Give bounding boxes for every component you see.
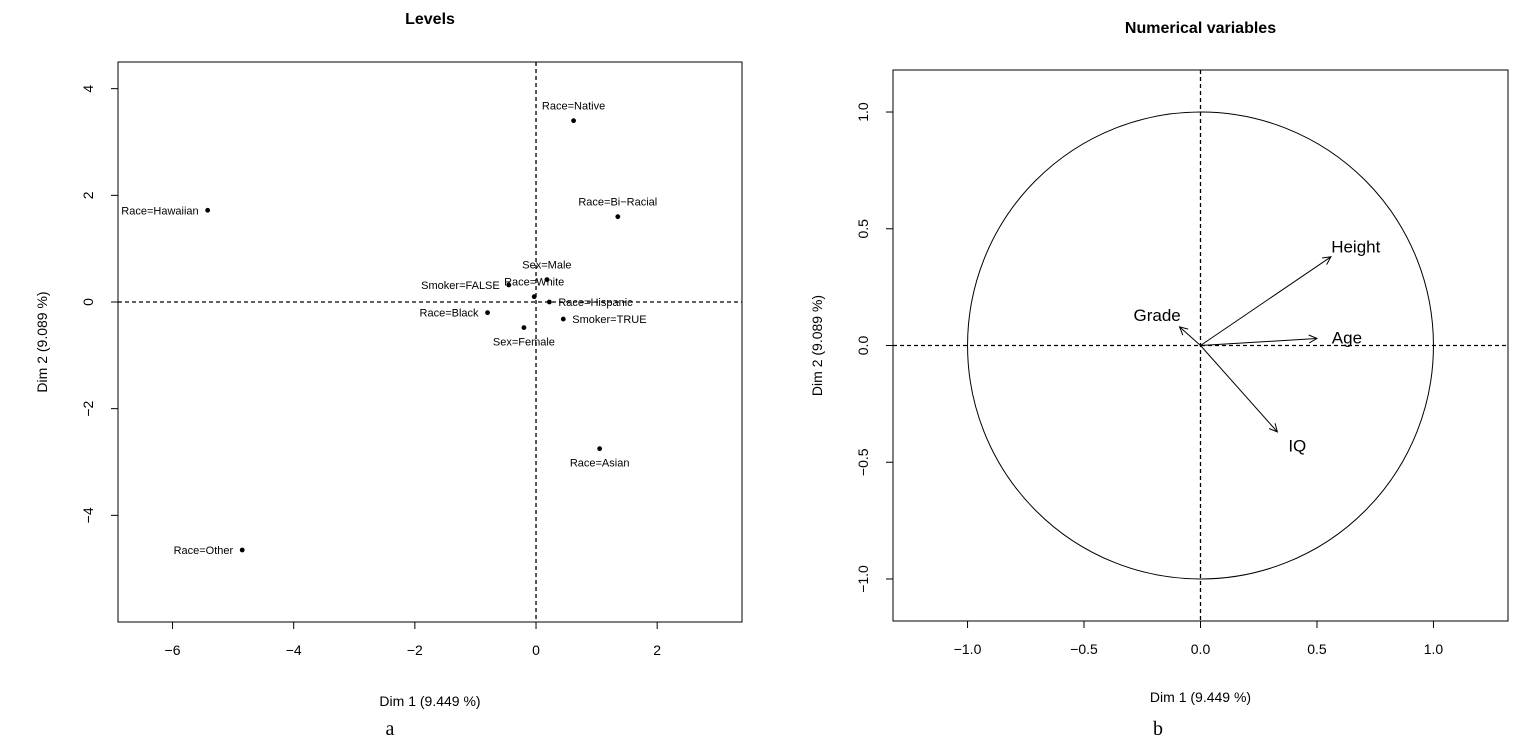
point-label: Race=Bi−Racial [578, 197, 657, 209]
point-label: Sex=Female [493, 337, 555, 349]
variable-arrow [1180, 327, 1201, 346]
x-tick-label: 0 [532, 642, 540, 658]
x-tick-label: −6 [165, 642, 181, 658]
variable-label: Height [1331, 238, 1380, 257]
x-tick-label: −2 [407, 642, 423, 658]
chart-panel-a: Levels −6 −4 −2 0 2 −4 −2 0 2 4 Dim 1 (9.449 %) Dim … [34, 11, 743, 740]
point-label: Smoker=FALSE [421, 280, 500, 292]
variable-arrow [1200, 257, 1331, 346]
variable-arrow [1200, 338, 1317, 346]
data-point [546, 299, 552, 305]
data-point [560, 316, 566, 322]
panel-letter: b [1153, 718, 1163, 740]
point-label: Smoker=TRUE [572, 314, 646, 326]
x-tick-label: 2 [653, 642, 661, 658]
data-point [597, 446, 603, 452]
point-label: Sex=Male [522, 260, 571, 272]
x-tick-label: −1.0 [954, 641, 982, 657]
data-point [615, 214, 621, 220]
y-tick-label: −2 [80, 400, 96, 416]
y-tick-label: 0 [80, 298, 96, 306]
x-tick-label: −4 [286, 642, 302, 658]
point-label: Race=Native [542, 101, 605, 113]
data-point [544, 277, 550, 282]
point-label: Race=Hispanic [558, 297, 633, 309]
y-axis-label: Dim 2 (9.089 %) [34, 291, 50, 392]
x-axis-label: Dim 1 (9.449 %) [379, 693, 480, 709]
y-tick-label: 0.5 [855, 219, 871, 239]
variable-label: Age [1332, 328, 1362, 347]
point-label: Race=Hawaiian [121, 205, 198, 217]
panel-letter: a [386, 718, 395, 740]
data-point [571, 118, 576, 124]
y-tick-label: 1.0 [855, 102, 871, 122]
chart-title: Numerical variables [1125, 20, 1276, 37]
point-label: Race=Other [174, 545, 234, 557]
y-tick-label: 2 [80, 191, 96, 199]
variable-label: Grade [1134, 306, 1181, 325]
data-point [531, 294, 537, 300]
y-axis-label: Dim 2 (9.089 %) [809, 295, 825, 396]
x-tick-label: 0.0 [1191, 641, 1211, 657]
point-label: Race=White [504, 277, 564, 289]
x-axis-label: Dim 1 (9.449 %) [1150, 689, 1251, 705]
y-tick-label: −1.0 [855, 565, 871, 593]
y-tick-label: 0.0 [855, 336, 871, 356]
y-tick-label: 4 [80, 85, 96, 93]
plot-frame [117, 61, 743, 623]
point-label: Race=Asian [570, 458, 630, 470]
data-point [506, 282, 512, 288]
variable-label: IQ [1288, 436, 1306, 455]
x-tick-label: 1.0 [1424, 641, 1444, 657]
variable-arrow [1200, 345, 1278, 432]
y-tick-label: −0.5 [855, 448, 871, 476]
data-point [239, 547, 245, 553]
y-tick-label: −4 [80, 507, 96, 523]
correlation-circle [967, 111, 1434, 580]
chart-panel-b: Numerical variables −1.0 −0.5 0.0 0.5 1.0 −1.0… [809, 20, 1509, 740]
data-point [205, 207, 211, 213]
x-tick-label: −0.5 [1070, 641, 1098, 657]
data-point [485, 310, 490, 316]
x-tick-label: 0.5 [1307, 641, 1327, 657]
chart-title: Levels [405, 11, 455, 28]
point-label: Race=Black [420, 308, 480, 320]
data-point [521, 325, 527, 330]
